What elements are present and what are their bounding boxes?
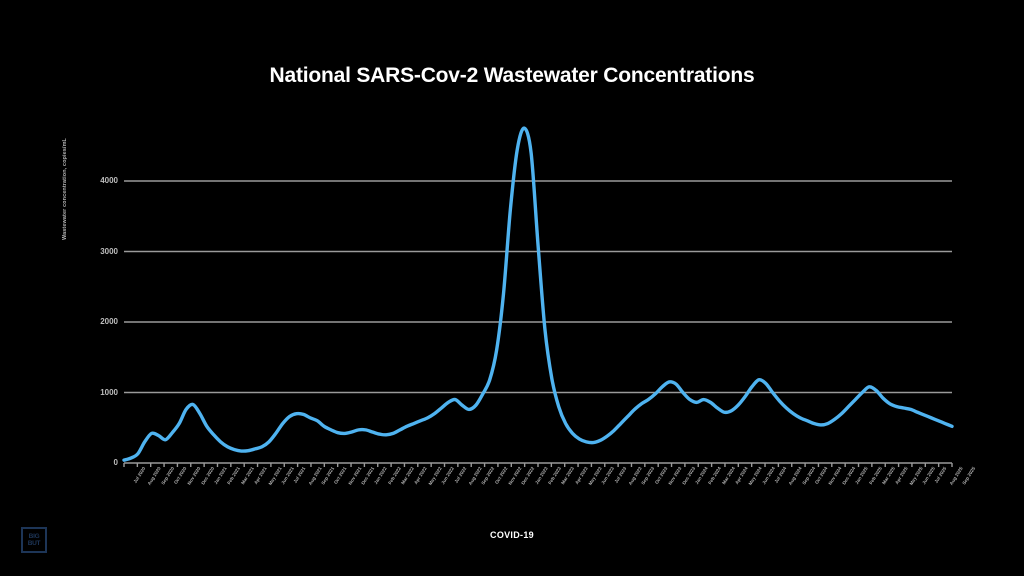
x-tick-label: Jan 2022 bbox=[373, 466, 389, 486]
y-axis-tick-labels: 4000 3000 2000 1000 0 bbox=[88, 0, 118, 576]
x-tick-label: Apr 2022 bbox=[413, 466, 429, 486]
x-tick-label: Oct 2023 bbox=[653, 466, 669, 485]
x-tick-label: Jun 2024 bbox=[760, 466, 776, 486]
x-tick-label: Jan 2025 bbox=[854, 466, 869, 486]
y-tick-label: 2000 bbox=[100, 317, 118, 326]
x-tick-label: Oct 2020 bbox=[173, 466, 188, 485]
x-tick-label: Oct 2022 bbox=[493, 466, 508, 485]
x-tick-label: Dec 2022 bbox=[520, 466, 536, 486]
data-series-line bbox=[122, 126, 954, 462]
x-tick-label: Apr 2025 bbox=[894, 466, 909, 486]
x-axis-tick-labels: Jul 2020 Aug 2020 Sep 2020 Oct 2020 Nov 2020… bbox=[124, 466, 977, 510]
y-tick-label: 3000 bbox=[100, 246, 118, 256]
logo-line-2: BUT bbox=[27, 540, 41, 547]
x-tick-label: Jun 2022 bbox=[440, 466, 456, 486]
x-tick-label: Mar 2023 bbox=[560, 466, 576, 486]
chart-title: National SARS-Cov-2 Wastewater Concentra… bbox=[269, 64, 755, 87]
x-tick-label: Jul 2020 bbox=[132, 466, 147, 485]
x-tick-label: Sep 2022 bbox=[480, 466, 496, 486]
x-tick-label: Jun 2023 bbox=[600, 466, 616, 486]
x-tick-label: Oct 2024 bbox=[814, 466, 829, 485]
y-tick-label: 0 bbox=[113, 458, 118, 467]
x-tick-label: Apr 2021 bbox=[253, 466, 268, 486]
x-tick-label: Apr 2023 bbox=[573, 466, 589, 486]
logo-line-1: BIG bbox=[28, 533, 40, 540]
brand-logo: BIG BUT bbox=[21, 527, 47, 553]
x-tick-label: Oct 2021 bbox=[333, 466, 348, 485]
x-axis-tick-marks bbox=[123, 463, 953, 467]
chart-caption: COVID-19 bbox=[490, 530, 534, 540]
y-tick-label: 4000 bbox=[100, 176, 118, 185]
y-tick-label: 1000 bbox=[100, 387, 118, 397]
x-tick-label: Sep 2023 bbox=[640, 466, 656, 486]
x-tick-label: Jul 2023 bbox=[613, 466, 628, 485]
x-tick-label: Apr 2024 bbox=[734, 466, 749, 486]
x-tick-label: Jul 2022 bbox=[453, 466, 467, 485]
